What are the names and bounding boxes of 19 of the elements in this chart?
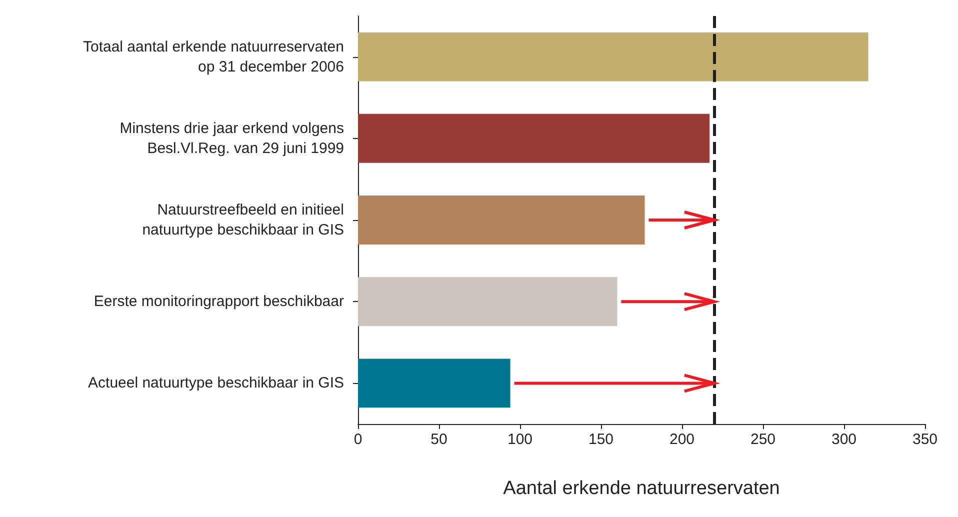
- x-tick-label: 300: [831, 431, 857, 448]
- x-tick-label: 150: [588, 431, 614, 448]
- x-tick-label: 200: [669, 431, 695, 448]
- x-axis-title: Aantal erkende natuurreservaten: [503, 478, 780, 499]
- bar: [358, 196, 645, 244]
- x-tick-label: 0: [354, 431, 362, 448]
- x-tick-label: 50: [430, 431, 448, 448]
- bar: [358, 114, 710, 163]
- x-tick-label: 250: [750, 431, 776, 448]
- y-tick-label: Actueel natuurtype beschikbaar in GIS: [88, 374, 344, 392]
- x-tick-label: 350: [912, 431, 938, 448]
- bar: [358, 277, 618, 326]
- y-tick-label: Minstens drie jaar erkend volgens Besl.Vl.Reg. van 29 juni 1999: [120, 120, 344, 157]
- y-tick-label: Natuurstreefbeeld en initieel natuurtype beschikbaar in GIS: [142, 202, 344, 238]
- x-tick-label: 100: [507, 431, 533, 448]
- y-tick-label: Totaal aantal erkende natuurreservaten op 31 december 2006: [82, 38, 344, 76]
- bar: [358, 358, 510, 408]
- bar: [358, 32, 868, 82]
- y-tick-label: Eerste monitoringrapport beschikbaar: [94, 293, 344, 310]
